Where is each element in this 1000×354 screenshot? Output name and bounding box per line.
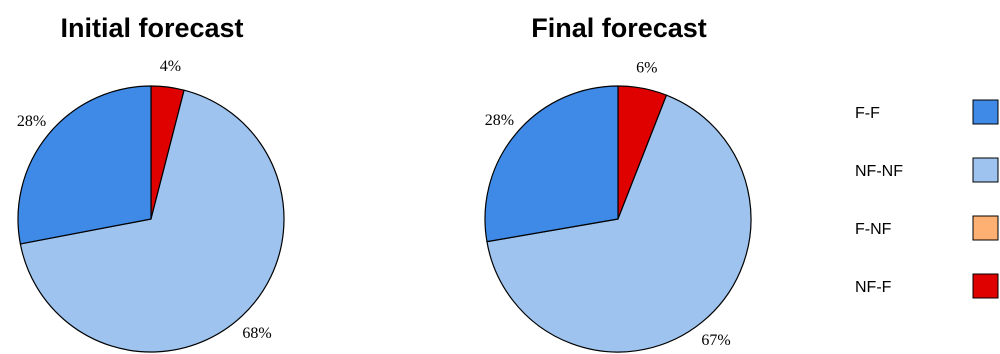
pie0-label-f-f: 28% <box>17 113 46 130</box>
initial-forecast-pie: Initial forecast 4% 68% 28% <box>17 13 285 353</box>
legend: F-F NF-NF F-NF NF-F <box>855 99 999 299</box>
pie1-label-f-f: 28% <box>485 112 514 129</box>
legend-swatch-nf-nf <box>972 157 999 183</box>
legend-label-nf-f: NF-F <box>855 279 892 296</box>
pie1-label-nf-nf: 67% <box>701 332 730 349</box>
pie1-slice-f-f <box>484 85 619 243</box>
legend-label-f-f: F-F <box>855 105 880 122</box>
pie0-slice-nf-nf <box>19 89 285 353</box>
pie0-label-nf-f: 4% <box>160 58 181 75</box>
initial-forecast-title: Initial forecast <box>60 13 243 43</box>
final-forecast-pie: Final forecast 6% 67% 28% <box>484 13 752 353</box>
pie0-label-nf-nf: 68% <box>242 325 271 342</box>
legend-label-nf-nf: NF-NF <box>855 163 903 180</box>
legend-swatch-f-f <box>972 99 999 125</box>
pie0-slice-f-f <box>17 85 152 245</box>
pie1-slice-nf-nf <box>486 94 752 353</box>
legend-swatch-f-nf <box>972 215 999 241</box>
final-forecast-title: Final forecast <box>531 13 707 43</box>
pie1-label-nf-f: 6% <box>636 60 657 77</box>
legend-swatch-nf-f <box>972 273 999 299</box>
legend-label-f-nf: F-NF <box>855 221 892 238</box>
